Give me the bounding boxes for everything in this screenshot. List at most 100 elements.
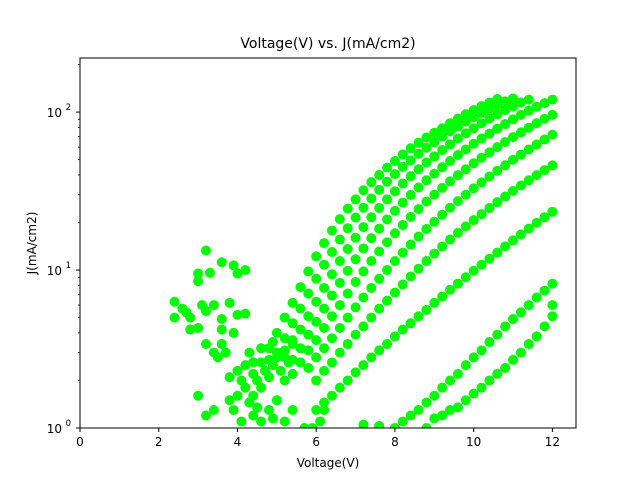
data-point xyxy=(279,416,290,427)
data-point xyxy=(193,276,204,287)
data-point xyxy=(326,333,337,344)
data-point xyxy=(389,186,400,197)
data-point xyxy=(382,237,393,248)
data-point xyxy=(358,243,369,254)
data-point xyxy=(476,107,487,118)
data-point xyxy=(445,139,456,150)
data-point xyxy=(200,410,211,421)
data-point xyxy=(228,405,239,415)
data-point xyxy=(200,339,211,350)
data-point xyxy=(523,223,534,234)
data-point xyxy=(307,423,318,428)
data-point xyxy=(342,288,353,299)
data-point xyxy=(437,382,448,393)
data-point xyxy=(389,287,400,298)
data-point xyxy=(311,375,322,386)
data-point xyxy=(531,118,542,129)
data-point xyxy=(468,112,479,123)
data-point xyxy=(413,263,424,274)
data-point xyxy=(413,137,424,148)
data-point xyxy=(366,352,377,363)
data-point xyxy=(334,347,345,358)
data-point xyxy=(500,96,511,107)
data-point xyxy=(492,165,503,176)
data-point xyxy=(460,272,471,283)
data-point xyxy=(397,219,408,230)
data-point xyxy=(275,365,286,376)
y-axis-label: J(mA/cm2) xyxy=(25,212,39,276)
y-tick-label: 10 xyxy=(47,422,62,436)
data-point xyxy=(484,253,495,264)
data-point xyxy=(350,367,361,378)
y-axis-ticks: 10 0 10 1 10 2 xyxy=(47,64,80,436)
data-point xyxy=(437,241,448,252)
data-point xyxy=(445,234,456,245)
data-point xyxy=(319,303,330,314)
data-point xyxy=(342,265,353,276)
data-point xyxy=(185,312,196,323)
data-point xyxy=(421,132,432,143)
data-point xyxy=(500,119,511,130)
data-point xyxy=(271,395,282,406)
data-point xyxy=(468,123,479,134)
data-point xyxy=(279,345,290,356)
data-point xyxy=(382,194,393,205)
data-point xyxy=(405,410,416,421)
data-point xyxy=(445,284,456,295)
data-point xyxy=(216,339,227,350)
data-point xyxy=(267,413,278,424)
data-point xyxy=(500,137,511,148)
data-point xyxy=(319,343,330,354)
data-point xyxy=(232,309,243,320)
data-point xyxy=(429,297,440,308)
x-tick-label: 6 xyxy=(312,435,320,449)
data-point xyxy=(531,292,542,303)
data-point xyxy=(334,300,345,311)
data-point xyxy=(460,116,471,127)
data-point xyxy=(216,313,227,324)
data-point xyxy=(185,324,196,335)
data-point xyxy=(256,382,267,393)
data-point xyxy=(547,94,558,105)
data-point xyxy=(547,300,558,311)
data-point xyxy=(204,267,215,278)
data-point xyxy=(405,211,416,222)
data-point xyxy=(342,243,353,254)
data-point xyxy=(382,295,393,306)
data-point xyxy=(476,345,487,356)
data-point xyxy=(397,161,408,172)
data-point xyxy=(350,254,361,265)
data-point xyxy=(413,311,424,322)
data-point xyxy=(476,133,487,144)
data-point xyxy=(287,297,298,308)
data-point xyxy=(358,360,369,371)
data-point xyxy=(492,142,503,153)
data-point xyxy=(342,375,353,386)
data-point xyxy=(515,127,526,138)
data-point xyxy=(295,357,306,368)
data-point xyxy=(405,189,416,200)
data-point xyxy=(531,331,542,342)
data-point xyxy=(437,410,448,421)
data-point xyxy=(232,390,243,401)
data-point xyxy=(303,311,314,322)
data-point xyxy=(515,149,526,160)
data-point xyxy=(224,372,235,383)
data-point xyxy=(311,352,322,363)
data-point xyxy=(445,156,456,167)
data-point xyxy=(366,256,377,267)
data-point xyxy=(508,185,519,196)
data-point xyxy=(429,413,440,424)
data-point xyxy=(350,277,361,287)
data-point xyxy=(326,225,337,236)
data-point xyxy=(492,197,503,208)
data-point xyxy=(208,405,219,415)
data-point xyxy=(326,390,337,401)
data-point xyxy=(531,101,542,112)
x-tick-label: 4 xyxy=(234,435,242,449)
data-point xyxy=(460,360,471,371)
x-tick-label: 2 xyxy=(155,435,163,449)
data-point xyxy=(256,343,267,354)
data-point xyxy=(374,303,385,314)
data-point xyxy=(421,256,432,267)
